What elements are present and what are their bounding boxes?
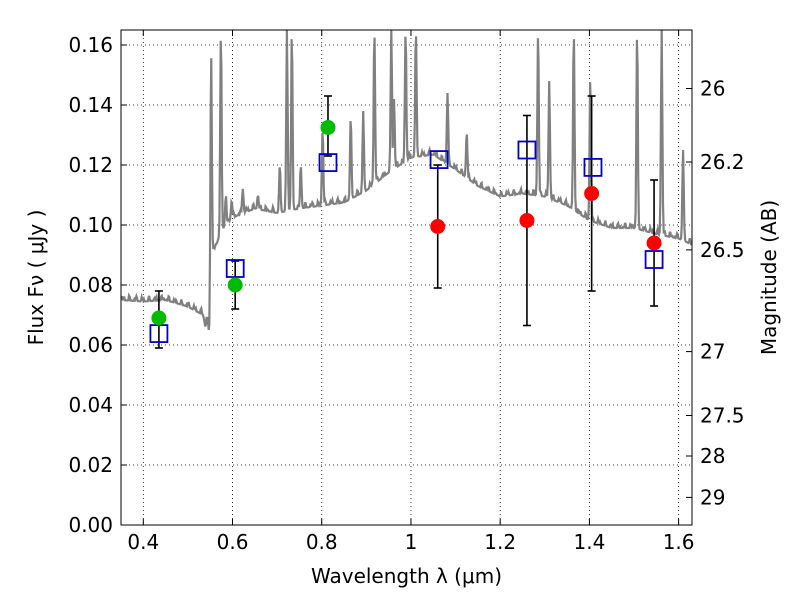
y-right-tick-label: 27 [700,340,725,364]
y-tick-label: 0.06 [68,333,113,357]
y-right-tick-label: 28 [700,444,725,468]
y-tick-label: 0.08 [68,273,113,297]
y-right-tick-label: 26 [700,77,725,101]
x-tick-label: 1.4 [573,530,605,554]
observed-point [320,120,336,135]
y-tick-label: 0.02 [68,453,113,477]
x-tick-label: 1.6 [663,530,695,554]
y-tick-label: 0.10 [68,213,113,237]
y-tick-label: 0.12 [68,153,113,177]
model-square [225,259,245,278]
spectrum-line [121,30,692,331]
grid [121,30,692,526]
x-axis-label: Wavelength λ (μm) [311,564,502,588]
observed-point [151,310,167,326]
observed-point [227,277,243,293]
ticks [121,30,692,526]
model-square [429,150,449,170]
y-axis-label: Flux Fν ( μJy ) [24,210,48,346]
model-spectrum [121,30,692,331]
model-square [318,153,338,173]
y-right-tick-label: 27.5 [700,404,745,428]
model-square [644,250,664,269]
observed-point [584,186,600,201]
y-right-tick-label: 26.2 [700,150,745,174]
y-right-tick-label: 29 [700,485,725,509]
model-photometry [149,140,664,344]
y-tick-label: 0.00 [68,513,113,537]
y-tick-label: 0.16 [68,33,113,57]
y-tick-label: 0.14 [68,93,113,117]
observed-point [430,219,446,234]
observed-point [646,235,662,251]
model-square [517,140,537,160]
observed-photometry [151,120,662,326]
x-tick-label: 0.6 [217,530,249,554]
x-tick-label: 1 [405,530,418,554]
observed-point [519,213,535,228]
tick-labels: 0.4 0.6 0.8 1 1.2 1.4 1.6 0.00 0.02 0.04 0.06 0.08 0… [68,33,744,554]
y-axis-right-label: Magnitude (AB) [757,200,781,355]
model-square [583,157,603,177]
y-tick-label: 0.04 [68,393,113,417]
plot-frame [120,29,693,526]
x-tick-label: 1.2 [484,530,516,554]
x-tick-label: 0.4 [127,530,159,554]
x-tick-label: 0.8 [306,530,338,554]
y-right-tick-label: 26.5 [700,238,745,262]
